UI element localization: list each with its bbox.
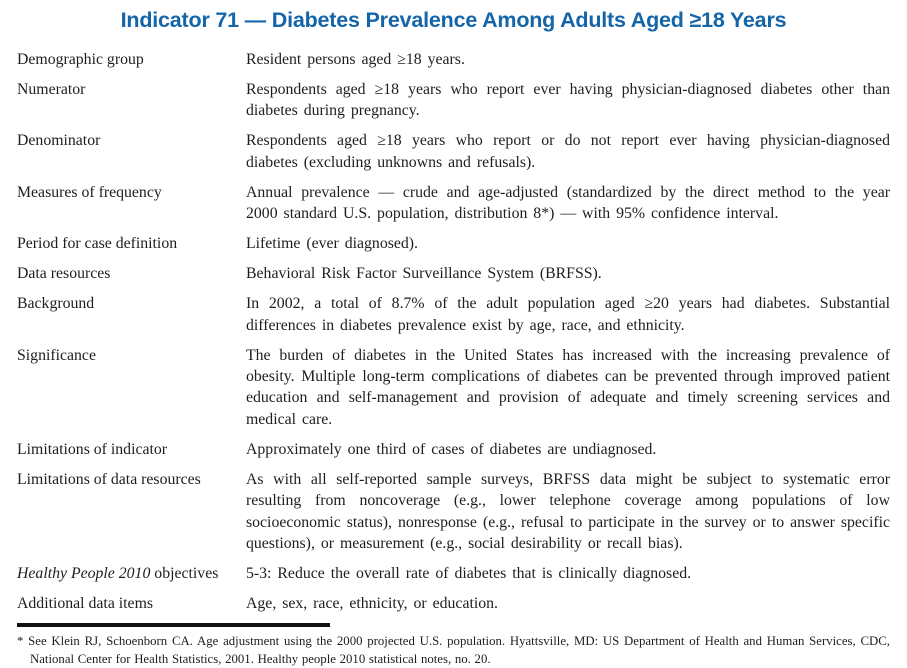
row-value: Lifetime (ever diagnosed). (246, 235, 418, 253)
row-label-italic: Healthy People 2010 (17, 565, 151, 583)
row-value: In 2002, a total of 8.7% of the adult po… (246, 295, 890, 334)
row-limitations-of-data-resources: Limitations of data resources As with al… (17, 469, 890, 555)
row-value: As with all self-reported sample surveys… (246, 470, 890, 553)
row-label: Demographic group (17, 51, 144, 68)
row-limitations-of-indicator: Limitations of indicator Approximately o… (17, 439, 890, 460)
row-significance: Significance The burden of diabetes in t… (17, 345, 890, 431)
row-healthy-people-2010-objectives: Healthy People 2010 objectives 5-3: Redu… (17, 563, 890, 584)
row-value: Respondents aged ≥18 years who report or… (246, 132, 890, 171)
row-label-rest: objectives (150, 565, 219, 583)
footnote-divider-rule (17, 623, 330, 628)
row-value: Behavioral Risk Factor Surveillance Syst… (246, 265, 602, 283)
row-data-resources: Data resources Behavioral Risk Factor Su… (17, 263, 890, 284)
footnote-text: * See Klein RJ, Schoenborn CA. Age adjus… (17, 634, 890, 667)
page-title: Indicator 71 — Diabetes Prevalence Among… (120, 8, 787, 32)
row-label: Limitations of indicator (17, 440, 168, 458)
row-value: The burden of diabetes in the United Sta… (246, 346, 890, 428)
row-label: Background (17, 295, 95, 313)
row-value: 5-3: Reduce the overall rate of diabetes… (246, 565, 692, 583)
row-label: Limitations of data resources (17, 470, 201, 488)
row-background: Background In 2002, a total of 8.7% of t… (17, 293, 890, 336)
row-denominator: Denominator Respondents aged ≥18 years w… (17, 130, 890, 173)
row-value: Resident persons aged ≥18 years. (246, 51, 465, 68)
row-demographic-group: Demographic group Resident persons aged … (17, 49, 890, 70)
row-label: Numerator (17, 81, 86, 98)
row-label: Significance (17, 346, 96, 364)
row-period-for-case-definition: Period for case definition Lifetime (eve… (17, 233, 890, 254)
row-label: Data resources (17, 265, 111, 283)
row-label: Healthy People 2010 objectives (17, 563, 246, 584)
row-label: Measures of frequency (17, 183, 162, 201)
row-additional-data-items: Additional data items Age, sex, race, et… (17, 593, 890, 614)
row-value: Respondents aged ≥18 years who report ev… (246, 81, 890, 120)
row-value: Age, sex, race, ethnicity, or education. (246, 595, 498, 613)
row-measures-of-frequency: Measures of frequency Annual prevalence … (17, 182, 890, 225)
row-label: Additional data items (17, 595, 154, 613)
definition-table: Demographic group Resident persons aged … (17, 49, 890, 614)
row-numerator: Numerator Respondents aged ≥18 years who… (17, 79, 890, 122)
row-label: Period for case definition (17, 235, 178, 253)
row-label: Denominator (17, 132, 101, 150)
row-value: Approximately one third of cases of diab… (246, 440, 657, 458)
row-value: Annual prevalence — crude and age-adjust… (246, 183, 890, 223)
